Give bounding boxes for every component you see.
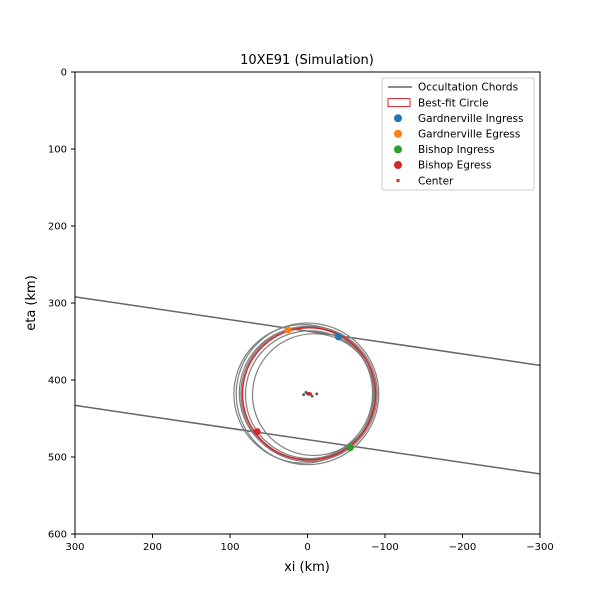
legend-swatch-center xyxy=(396,179,400,183)
sample-center-3 xyxy=(315,392,319,396)
legend-label-gardnerville-egress: Gardnerville Egress xyxy=(418,129,520,141)
sample-circle-4 xyxy=(251,333,376,457)
sample-center-0 xyxy=(302,393,306,397)
y-tick-label-1: 100 xyxy=(48,145,67,156)
y-tick-label-6: 600 xyxy=(48,530,67,541)
point-gardnerville-ingress-0 xyxy=(335,333,342,341)
x-tick-label-3: 0 xyxy=(304,542,310,553)
sample-circle-3 xyxy=(235,322,380,466)
y-axis-label: eta (km) xyxy=(24,275,39,331)
chart-title: 10XE91 (Simulation) xyxy=(240,53,374,68)
x-tick-label-0: 300 xyxy=(65,542,84,553)
axis-ticks: 300 200 100 0 −100 −200 −300 0 100 200 300 400 500 60… xyxy=(48,68,554,554)
sample-circle-1 xyxy=(233,323,374,464)
legend-swatch-bishop-egress xyxy=(394,161,402,169)
y-tick-label-2: 200 xyxy=(48,222,67,233)
y-tick-label-0: 0 xyxy=(61,68,67,79)
sample-circle-0 xyxy=(240,325,378,463)
sample-center-4 xyxy=(310,394,314,398)
chord-line-1 xyxy=(75,404,540,475)
plot-area xyxy=(75,296,540,475)
y-tick-label-5: 500 xyxy=(48,453,67,464)
point-center-0 xyxy=(307,391,312,396)
legend-label-center: Center xyxy=(418,175,454,187)
sample-center-5 xyxy=(304,390,308,394)
y-tick-label-4: 400 xyxy=(48,376,67,387)
x-axis-label: xi (km) xyxy=(284,560,330,575)
x-tick-label-4: −100 xyxy=(371,542,398,553)
point-gardnerville-egress-0 xyxy=(284,326,292,334)
plot-content xyxy=(75,296,540,475)
x-tick-label-2: 100 xyxy=(220,542,239,553)
legend-label-gardnerville-ingress: Gardnerville Ingress xyxy=(418,113,523,125)
legend-swatch-best-fit-circle xyxy=(387,98,411,108)
x-tick-label-6: −300 xyxy=(526,542,553,553)
legend-label-bishop-egress: Bishop Egress xyxy=(418,160,491,172)
point-bishop-egress-0 xyxy=(253,428,261,436)
legend-label-bishop-ingress: Bishop Ingress xyxy=(418,144,495,156)
point-bishop-ingress-0 xyxy=(346,444,354,452)
x-tick-label-1: 200 xyxy=(143,542,162,553)
legend-label-best-fit-circle: Best-fit Circle xyxy=(418,97,489,109)
legend: Occultation Chords Best-fit Circle Gardner… xyxy=(381,77,535,191)
legend-label-occultation-chords: Occultation Chords xyxy=(418,82,518,94)
best-fit-circle xyxy=(241,326,377,461)
legend-swatch-gardnerville-ingress xyxy=(394,114,402,123)
x-tick-label-5: −200 xyxy=(449,542,476,553)
sample-circle-2 xyxy=(244,330,375,460)
legend-swatch-bishop-ingress xyxy=(394,145,402,154)
legend-swatch-gardnerville-egress xyxy=(394,129,402,138)
legend-box xyxy=(381,77,535,191)
y-tick-label-3: 300 xyxy=(48,299,67,310)
